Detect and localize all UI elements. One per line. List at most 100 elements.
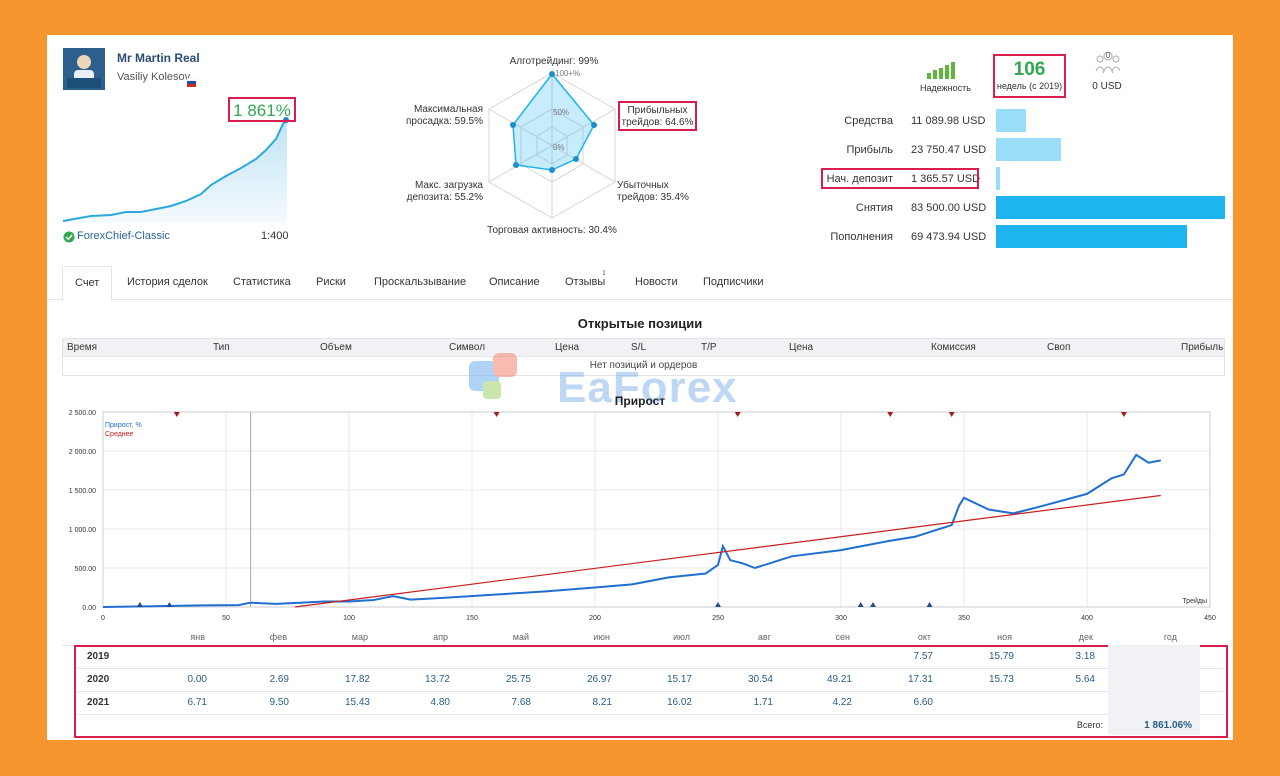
month-value[interactable]: 0.00 <box>187 674 207 685</box>
account-name[interactable]: Mr Martin Real <box>117 51 200 65</box>
stat-value: 23 750.47 USD <box>911 144 987 156</box>
tab-description[interactable]: Описание <box>489 276 540 288</box>
month-value[interactable]: 15.73 <box>988 674 1014 685</box>
deposit-marker <box>887 412 894 417</box>
watermark-logo-icon <box>465 347 545 414</box>
month-value[interactable]: 8.21 <box>592 697 612 708</box>
month-header: дек <box>1078 632 1093 642</box>
y-tick-label: 0.00 <box>82 605 96 612</box>
month-value[interactable]: 17.82 <box>344 674 370 685</box>
reliability-bars-icon <box>927 61 961 84</box>
col-time[interactable]: Время <box>67 342 98 353</box>
subscribers-count: 0 <box>1105 51 1111 60</box>
radar-loss-trades: Убыточных трейдов: 35.4% <box>617 180 699 204</box>
stat-label: Пополнения <box>830 231 893 243</box>
month-value[interactable]: 5.64 <box>1075 674 1095 685</box>
radar-drawdown-line2: просадка: 59.5% <box>405 116 483 127</box>
month-value[interactable]: 6.60 <box>913 697 933 708</box>
month-value[interactable]: 25.75 <box>505 674 531 685</box>
deposit-marker <box>1120 412 1127 417</box>
month-header: июн <box>593 632 610 642</box>
radar-profit-line1: Прибыльных <box>627 105 688 116</box>
watermark-text: EaForex <box>557 363 738 412</box>
month-header: год <box>1163 632 1177 642</box>
radar-activity: Торговая активность: 30.4% <box>487 225 617 236</box>
stat-bar <box>996 196 1225 219</box>
month-value[interactable]: 15.17 <box>666 674 692 685</box>
tab-bar: Счет История сделок Статистика Риски Про… <box>47 266 1233 301</box>
month-value[interactable]: 7.68 <box>511 697 531 708</box>
trading-radar <box>488 71 616 219</box>
tab-news[interactable]: Новости <box>635 276 678 288</box>
tab-account[interactable]: Счет <box>62 266 113 301</box>
month-header: июл <box>673 632 690 642</box>
tab-history[interactable]: История сделок <box>127 276 208 288</box>
month-value[interactable]: 4.80 <box>430 697 450 708</box>
tab-slippage[interactable]: Проскальзывание <box>374 276 467 288</box>
stat-label: Снятия <box>855 202 893 214</box>
row-divider <box>77 668 1225 669</box>
col-profit[interactable]: Прибыль <box>1181 342 1224 353</box>
monthly-highlight <box>74 645 1228 738</box>
withdrawal-marker <box>857 602 864 607</box>
radar-drawdown: Максимальная просадка: 59.5% <box>397 104 483 128</box>
tab-risks[interactable]: Риски <box>316 276 346 288</box>
x-tick-label: 50 <box>222 615 230 622</box>
x-tick-label: 0 <box>101 615 105 622</box>
withdrawal-marker <box>136 602 143 607</box>
month-value[interactable]: 7.57 <box>913 651 933 662</box>
broker-server[interactable]: ForexChief-Classic <box>77 230 170 242</box>
y-tick-label: 2 500.00 <box>69 410 96 417</box>
month-value[interactable]: 15.79 <box>988 651 1014 662</box>
month-value[interactable]: 49.21 <box>826 674 852 685</box>
initial-deposit-highlight <box>821 168 979 189</box>
stat-value: 11 089.98 USD <box>911 115 986 127</box>
month-value[interactable]: 13.72 <box>424 674 450 685</box>
stat-label: Нач. депозит <box>826 173 893 185</box>
growth-sparkline <box>62 117 289 223</box>
deposit-marker <box>734 412 741 417</box>
month-value[interactable]: 6.71 <box>187 697 207 708</box>
col-type[interactable]: Тип <box>213 342 230 353</box>
month-value[interactable]: 30.54 <box>747 674 773 685</box>
month-value[interactable]: 1.71 <box>753 697 773 708</box>
col-price[interactable]: Цена <box>555 342 580 353</box>
growth-series-line <box>102 453 1161 608</box>
col-price-2[interactable]: Цена <box>789 342 814 353</box>
month-header: сен <box>835 632 850 642</box>
col-sl[interactable]: S/L <box>631 342 647 353</box>
col-symbol[interactable]: Символ <box>449 342 486 353</box>
tab-reviews[interactable]: Отзывы <box>565 276 606 288</box>
legend-growth: Прирост, % <box>105 422 142 429</box>
month-header: май <box>512 632 529 642</box>
check-shield-icon <box>63 230 75 243</box>
col-tp[interactable]: T/P <box>701 342 717 353</box>
x-tick-label: 200 <box>589 615 601 622</box>
month-value[interactable]: 4.22 <box>832 697 852 708</box>
year-label: 2019 <box>87 651 110 662</box>
deposit-marker <box>173 412 180 417</box>
month-value[interactable]: 15.43 <box>344 697 370 708</box>
month-value[interactable]: 16.02 <box>666 697 692 708</box>
col-volume[interactable]: Объем <box>320 342 352 353</box>
radar-scale-0: 0% <box>553 143 565 152</box>
month-value[interactable]: 3.18 <box>1075 651 1095 662</box>
row-divider <box>77 714 1225 715</box>
month-value[interactable]: 17.31 <box>907 674 933 685</box>
col-swap[interactable]: Своп <box>1047 342 1071 353</box>
month-value[interactable]: 2.69 <box>269 674 289 685</box>
weeks-label: недель (с 2019) <box>996 81 1063 91</box>
account-owner[interactable]: Vasiliy Kolesov <box>117 71 191 83</box>
month-value[interactable]: 26.97 <box>586 674 612 685</box>
month-header: апр <box>433 632 448 642</box>
weeks-box: 106 недель (с 2019) <box>993 54 1066 98</box>
radar-scale-100: 100+% <box>555 69 581 78</box>
avatar[interactable] <box>63 48 105 90</box>
tab-subscribers[interactable]: Подписчики <box>703 276 764 288</box>
col-commission[interactable]: Комиссия <box>931 342 976 353</box>
tab-statistics[interactable]: Статистика <box>233 276 291 288</box>
positions-header: Время Тип Объем Символ Цена S/L T/P Цена… <box>62 338 1225 357</box>
month-value[interactable]: 9.50 <box>269 697 289 708</box>
open-positions-title: Открытые позиции <box>577 316 703 331</box>
growth-chart: 0 50 100 150 200 250 300 350 400 450 0.00 500.00 1 0… <box>69 410 1216 622</box>
